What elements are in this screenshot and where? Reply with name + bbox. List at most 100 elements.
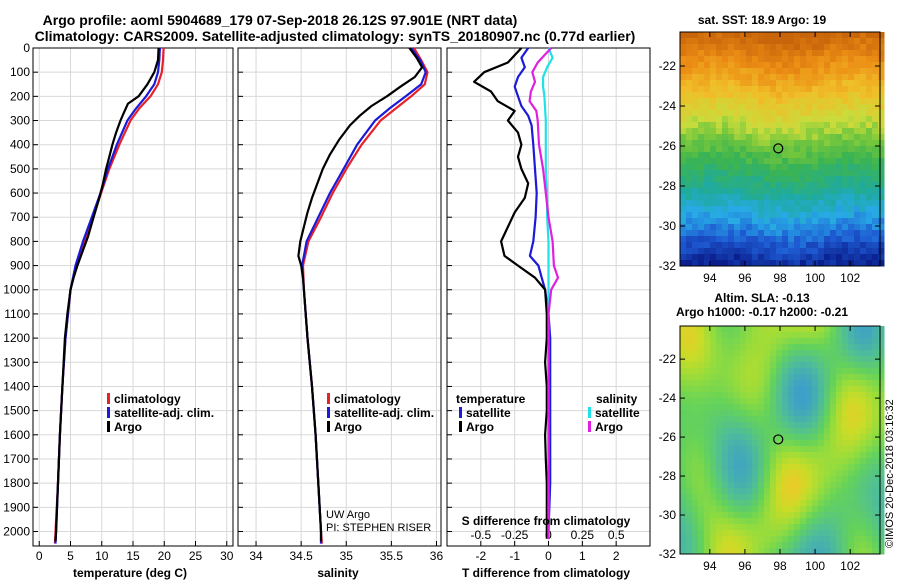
- map-cell: [842, 158, 849, 165]
- map-cell: [722, 368, 729, 375]
- map-cell: [812, 140, 819, 147]
- map-cell: [836, 476, 843, 483]
- map-cell: [830, 164, 837, 171]
- map-cell: [806, 236, 813, 243]
- map-cell: [758, 422, 765, 429]
- map-cell: [866, 206, 873, 213]
- map-cell: [692, 458, 699, 465]
- map-cell: [878, 398, 885, 405]
- map-cell: [842, 98, 849, 105]
- map-cell: [788, 170, 795, 177]
- map-cell: [812, 164, 819, 171]
- map-cell: [836, 158, 843, 165]
- map-cell: [788, 74, 795, 81]
- map-cell: [776, 206, 783, 213]
- map-cell: [722, 224, 729, 231]
- map-cell: [722, 188, 729, 195]
- map-cell: [692, 476, 699, 483]
- map-cell: [716, 92, 723, 99]
- map-cell: [878, 242, 885, 249]
- map-cell: [770, 260, 777, 267]
- map-cell: [710, 380, 717, 387]
- map-x-tick-label: 96: [738, 559, 752, 573]
- map-cell: [800, 506, 807, 513]
- map-cell: [758, 182, 765, 189]
- map-cell: [866, 260, 873, 267]
- map-cell: [758, 530, 765, 537]
- map-cell: [818, 68, 825, 75]
- map-cell: [794, 512, 801, 519]
- map-cell: [692, 50, 699, 57]
- map-cell: [866, 242, 873, 249]
- map-cell: [758, 338, 765, 345]
- map-cell: [716, 146, 723, 153]
- map-cell: [782, 200, 789, 207]
- map-cell: [794, 338, 801, 345]
- map-cell: [806, 176, 813, 183]
- map-cell: [746, 44, 753, 51]
- map-cell: [872, 140, 879, 147]
- map-cell: [728, 32, 735, 39]
- map-cell: [788, 86, 795, 93]
- y-tick-label: 1300: [3, 355, 30, 369]
- map-cell: [704, 62, 711, 69]
- map-cell: [686, 194, 693, 201]
- map-cell: [860, 206, 867, 213]
- map-cell: [794, 128, 801, 135]
- map-cell: [830, 338, 837, 345]
- map-cell: [836, 386, 843, 393]
- map-cell: [788, 392, 795, 399]
- map-cell: [740, 464, 747, 471]
- map-cell: [764, 188, 771, 195]
- map-cell: [794, 236, 801, 243]
- map-cell: [692, 398, 699, 405]
- series-line-climatology: [53, 47, 165, 544]
- map-cell: [824, 152, 831, 159]
- argo-position-marker: [773, 434, 784, 445]
- map-cell: [680, 338, 687, 345]
- map-cell: [710, 440, 717, 447]
- map-cell: [752, 326, 759, 333]
- map-cell: [818, 92, 825, 99]
- map-cell: [788, 206, 795, 213]
- map-cell: [860, 158, 867, 165]
- map-cell: [836, 500, 843, 507]
- map-cell: [812, 224, 819, 231]
- map-cell: [752, 44, 759, 51]
- map-cell: [830, 38, 837, 45]
- map-cell: [836, 530, 843, 537]
- map-cell: [818, 374, 825, 381]
- map-cell: [866, 332, 873, 339]
- map-cell: [776, 146, 783, 153]
- map-cell: [830, 344, 837, 351]
- map-cell: [692, 44, 699, 51]
- map-cell: [848, 116, 855, 123]
- map-cell: [704, 428, 711, 435]
- map-cell: [872, 536, 879, 543]
- map-cell: [824, 218, 831, 225]
- map-cell: [746, 518, 753, 525]
- s-x-tick-label: -0.25: [501, 528, 529, 542]
- map-cell: [764, 368, 771, 375]
- map-cell: [824, 236, 831, 243]
- map-cell: [764, 458, 771, 465]
- map-cell: [878, 50, 885, 57]
- map-cell: [764, 56, 771, 63]
- map-cell: [776, 230, 783, 237]
- map-cell: [698, 476, 705, 483]
- map-cell: [770, 80, 777, 87]
- map-cell: [746, 248, 753, 255]
- map-cell: [848, 62, 855, 69]
- map-cell: [776, 356, 783, 363]
- map-cell: [698, 500, 705, 507]
- map-cell: [764, 398, 771, 405]
- map-cell: [746, 476, 753, 483]
- map-cell: [848, 476, 855, 483]
- map-cell: [776, 500, 783, 507]
- map-cell: [830, 542, 837, 549]
- map-cell: [872, 110, 879, 117]
- map-cell: [848, 188, 855, 195]
- map-cell: [728, 458, 735, 465]
- map-cell: [734, 152, 741, 159]
- map-cell: [704, 80, 711, 87]
